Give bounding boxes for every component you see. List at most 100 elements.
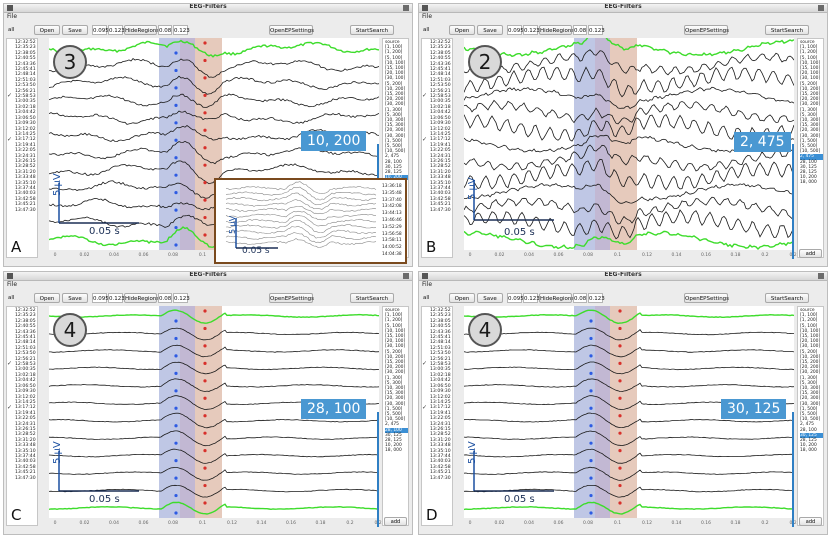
recording-times-list[interactable]: 12:32:52 12:35:23 12:38:05 12:40:55 12:43:36… [421,306,453,526]
filter-list-item[interactable]: [1, 300] [385,375,403,381]
filter-list-item[interactable]: 18, 000 [385,448,402,454]
recording-times-list[interactable]: 12:32:52 12:35:23 12:38:05 12:40:55 12:43:36… [421,38,453,258]
list-item[interactable]: 13:40:03 [430,459,451,465]
filter-list-item[interactable]: [5, 500] [385,412,403,418]
filter-list-item[interactable]: [30, 300] [385,401,406,407]
list-item[interactable]: 13:06:50 [15,115,36,121]
vertical-scrollbar[interactable] [792,144,794,259]
list-item[interactable]: 13:35:10 [430,180,451,186]
region-start-field[interactable]: 0.08 [573,293,587,303]
filter-list-item[interactable]: [20, 300] [385,128,406,134]
filter-list-item[interactable]: 30, 125 [800,164,817,170]
filter-list-item[interactable]: [15, 200] [385,92,406,98]
filter-list-item[interactable]: 2, 475 [800,422,814,428]
list-item[interactable]: 13:12:02 [430,394,451,400]
filter-list-item[interactable]: [10, 300] [800,118,821,124]
filter-list-item[interactable]: [5, 200] [800,81,818,87]
list-item[interactable]: 13:35:10 [430,448,451,454]
list-item[interactable]: 12:32:52 [15,40,36,45]
filter-list-item[interactable]: 30, 125 [385,164,402,170]
open-button[interactable]: Open [449,25,475,35]
list-item[interactable]: 12:35:23 [15,45,36,51]
list-item[interactable]: 13:45:21 [430,470,451,476]
filter-list-item[interactable]: [10, 500] [385,417,406,423]
list-item[interactable]: 13:33:48 [15,443,36,449]
add-button[interactable]: add [384,517,407,526]
list-item[interactable]: 12:45:41 [15,67,36,73]
filter-list-item[interactable]: [30, 100] [385,344,406,350]
list-item[interactable]: 13:37:44 [430,453,451,459]
filter-list-item[interactable]: [20, 200] [385,365,406,371]
list-item[interactable]: 13:37:44 [15,453,36,459]
list-item[interactable]: 12:43:36 [430,61,451,67]
hide-regions-button[interactable]: HideRegions [124,25,159,35]
list-item[interactable]: 12:51:03 [430,77,451,83]
vertical-scrollbar[interactable] [377,412,379,527]
filter-list-item[interactable]: [5, 300] [800,380,818,386]
list-item[interactable]: 12:38:05 [430,318,451,324]
filter-list-item[interactable]: [20, 200] [385,97,406,103]
list-item[interactable]: 13:45:21 [430,202,451,208]
filter-list-item[interactable]: [10, 200] [800,354,821,360]
filter-list-item[interactable]: [20, 300] [385,396,406,402]
filter-list-item[interactable]: [10, 100] [800,328,821,334]
list-item[interactable]: 12:53:50 [430,83,451,89]
filter-list-item[interactable]: [15, 300] [800,123,821,129]
list-item[interactable]: 12:40:55 [430,324,451,330]
filter-list-item[interactable]: [5, 100] [385,323,403,329]
list-item[interactable]: 12:35:23 [15,313,36,319]
list-item[interactable]: 13:24:31 [430,153,451,159]
save-button[interactable]: Save [477,25,503,35]
list-item[interactable]: 13:26:15 [430,426,451,432]
list-item[interactable]: 13:19:41 [15,142,36,148]
recording-times-list[interactable]: 12:32:52 12:35:23 12:38:05 12:40:55 12:43:36… [6,38,38,258]
list-item[interactable]: 13:31:20 [15,169,36,175]
list-item[interactable]: 13:33:48 [15,175,36,181]
region-start-field[interactable]: 0.08 [573,25,587,35]
list-item[interactable]: 12:45:41 [430,67,451,73]
list-item[interactable]: 12:48:14 [430,340,451,346]
filter-list[interactable]: source [1, 100] [1, 200] [5, 100] [10, 100][… [797,38,824,258]
menu-file[interactable]: File [7,13,18,20]
hide-regions-button[interactable]: HideRegions [124,293,159,303]
filter-list-item[interactable]: [5, 200] [385,81,403,87]
list-item[interactable]: 13:06:50 [15,383,36,389]
list-item[interactable]: 13:35:10 [15,448,36,454]
filter-list-item[interactable]: 2, 475 [385,154,399,160]
list-item[interactable]: 12:38:05 [430,50,451,56]
filter-list-item[interactable]: 28, 100 [385,427,408,433]
open-button[interactable]: Open [34,293,60,303]
filter-list-item[interactable]: [15, 200] [385,360,406,366]
filter-list-item[interactable]: [1, 100] [385,313,403,319]
open-button[interactable]: Open [34,25,60,35]
list-item[interactable]: 12:53:50 [15,351,36,357]
filter-list-item[interactable]: 28, 100 [800,159,817,165]
list-item[interactable]: 13:19:41 [15,410,36,416]
filter-list-item[interactable]: [30, 300] [385,133,406,139]
filter-list-item[interactable]: [10, 500] [385,149,406,155]
filter-list-item[interactable]: [1, 500] [800,138,818,144]
filter-list-item[interactable]: [10, 200] [800,86,821,92]
menu-file[interactable]: File [7,281,18,288]
filter-list-item[interactable]: [20, 200] [800,97,821,103]
list-item[interactable]: 13:00:35 [430,367,451,373]
menu-file[interactable]: File [422,13,433,20]
save-button[interactable]: Save [477,293,503,303]
close-icon[interactable] [403,5,409,11]
filter-list-item[interactable]: [15, 100] [800,66,821,72]
list-item[interactable]: 13:17:12 [15,137,36,143]
list-item[interactable]: 13:02:18 [15,372,36,378]
filter-list-item[interactable]: [20, 300] [800,396,821,402]
region-start-field[interactable]: 0.08 [158,25,172,35]
list-item[interactable]: 12:38:05 [15,318,36,324]
filter-list-item[interactable]: [30, 100] [800,76,821,82]
filter-list-item[interactable]: 28, 125 [800,438,817,444]
region-end-field[interactable]: 0.123 [588,25,605,35]
filter-list-item[interactable]: 10, 200 [800,175,817,181]
list-item[interactable]: 12:43:36 [430,329,451,335]
filter-list-item[interactable]: [15, 200] [800,92,821,98]
list-item[interactable]: 13:00:35 [15,99,36,105]
filter-list-item[interactable]: [30, 200] [800,102,821,108]
range-start-field[interactable]: 0.095 [507,293,524,303]
eeg-plot-area[interactable] [464,306,794,518]
